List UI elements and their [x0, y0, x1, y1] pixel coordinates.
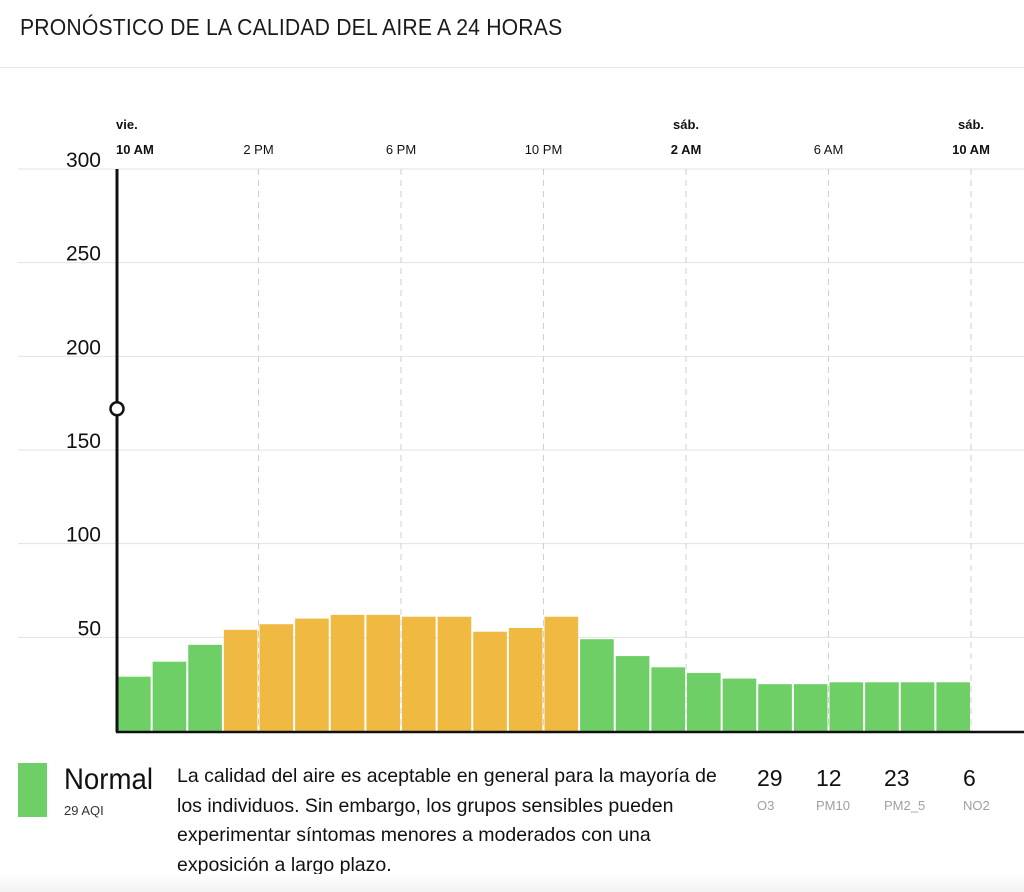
aqi-bar: [615, 656, 650, 731]
y-tick-label: 100: [66, 524, 101, 547]
y-tick-label: 200: [66, 336, 101, 359]
x-tick-time-label: 10 PM: [525, 142, 563, 157]
aqi-category-swatch: [18, 763, 47, 817]
header: PRONÓSTICO DE LA CALIDAD DEL AIRE A 24 H…: [0, 0, 1024, 68]
aqi-bar: [829, 682, 864, 731]
pollutant-name: O3: [757, 798, 775, 813]
aqi-bar: [722, 678, 757, 731]
aqi-forecast-chart: 300 250 200 150 100 50 vie. 10 AM 2 PM 6 PM 10 PM s…: [18, 117, 1024, 734]
aqi-bar: [223, 629, 258, 731]
y-tick-label: 250: [66, 243, 101, 266]
pollutant-no2: 6 NO2: [963, 765, 990, 813]
current-aqi-panel: Normal 29 AQI La calidad del aire es ace…: [0, 745, 1024, 892]
x-tick-time-label: 2 PM: [243, 142, 273, 157]
pollutant-value: 12: [816, 765, 842, 791]
aqi-bar: [544, 616, 579, 731]
y-tick-label: 300: [66, 149, 101, 172]
pollutant-pm10: 12 PM10: [816, 765, 850, 813]
aqi-description: La calidad del aire es aceptable en gene…: [177, 765, 717, 876]
aqi-value-label: 29 AQI: [64, 803, 104, 818]
pollutant-name: PM2_5: [884, 798, 926, 813]
aqi-bar: [259, 624, 294, 731]
aqi-bar: [865, 682, 899, 731]
pollutant-name: PM10: [816, 798, 850, 813]
pollutant-name: NO2: [963, 798, 990, 813]
aqi-bar: [117, 676, 151, 731]
aqi-bar: [295, 618, 329, 731]
current-time-marker: [109, 401, 125, 417]
aqi-bar: [687, 672, 721, 731]
aqi-bar: [936, 682, 970, 731]
aqi-bar: [188, 644, 222, 731]
x-tick-day-label: sáb.: [673, 117, 699, 132]
y-tick-label: 50: [78, 617, 101, 640]
aqi-bar: [437, 616, 472, 731]
aqi-bar: [758, 684, 792, 731]
aqi-bar: [508, 627, 543, 731]
page-title: PRONÓSTICO DE LA CALIDAD DEL AIRE A 24 H…: [20, 14, 563, 40]
bottom-fade: [0, 874, 1024, 892]
aqi-bar: [473, 631, 507, 731]
x-tick-day-label: vie.: [116, 117, 138, 132]
aqi-bar: [366, 614, 400, 731]
aqi-bar: [900, 682, 935, 731]
aqi-bar: [651, 667, 685, 731]
pollutant-o3: 29 O3: [757, 765, 783, 813]
x-tick-time-label: 2 AM: [671, 142, 702, 157]
aqi-bar: [330, 614, 365, 731]
x-tick-day-label: sáb.: [958, 117, 984, 132]
pollutant-pm2-5: 23 PM2_5: [884, 765, 925, 813]
aqi-bar: [793, 684, 828, 731]
aqi-bar: [580, 639, 614, 731]
x-tick-time-label: 6 PM: [386, 142, 416, 157]
pollutant-value: 29: [757, 765, 783, 791]
x-tick-time-label: 10 AM: [116, 142, 154, 157]
pollutant-value: 6: [963, 765, 976, 791]
x-tick-time-label: 10 AM: [952, 142, 990, 157]
aqi-category-label: Normal: [64, 763, 153, 796]
pollutant-value: 23: [884, 765, 910, 791]
x-tick-time-label: 6 AM: [814, 142, 844, 157]
aqi-bar: [402, 616, 436, 731]
aqi-bar: [152, 661, 187, 731]
y-tick-label: 150: [66, 430, 101, 453]
